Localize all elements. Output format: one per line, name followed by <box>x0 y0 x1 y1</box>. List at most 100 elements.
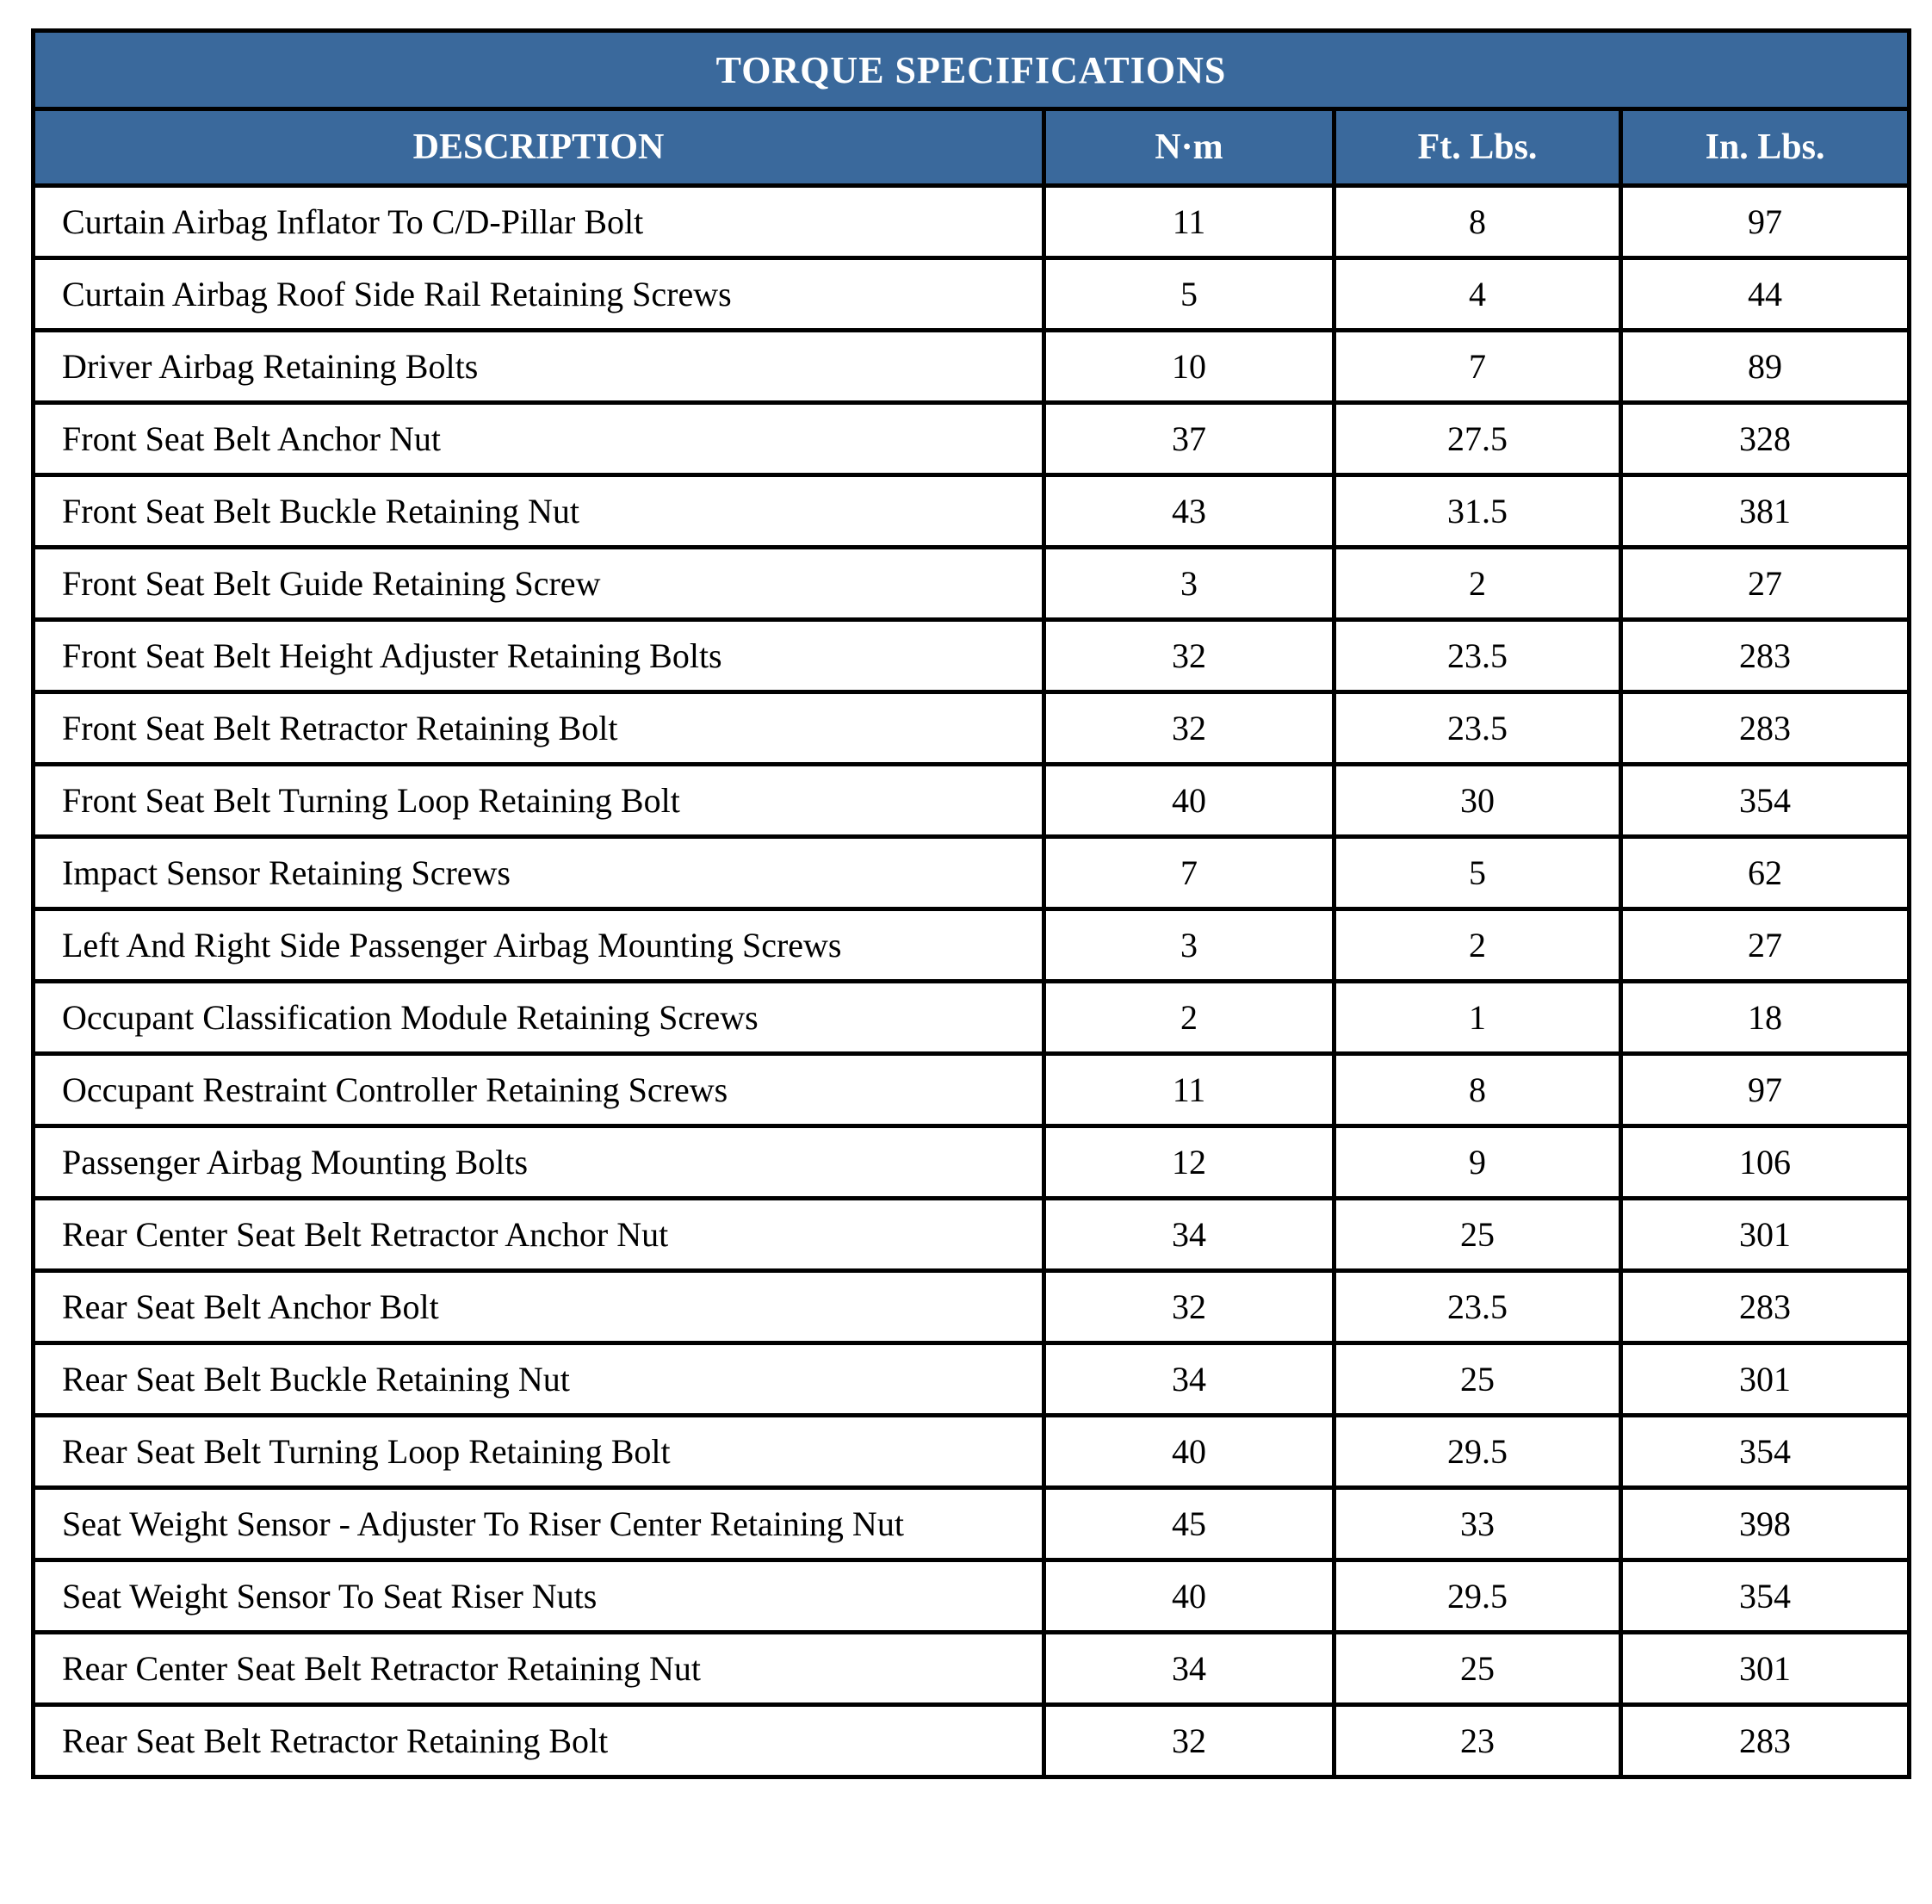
nm-value-cell: 32 <box>1042 617 1336 694</box>
ftlbs-value-cell: 8 <box>1332 1051 1623 1128</box>
nm-value-cell: 5 <box>1042 256 1336 332</box>
inlbs-value-cell: 354 <box>1618 762 1912 839</box>
nm-value-cell: 3 <box>1042 545 1336 622</box>
nm-value-cell: 34 <box>1042 1630 1336 1707</box>
inlbs-value-cell: 301 <box>1618 1630 1912 1707</box>
table-row: Front Seat Belt Guide Retaining Screw 3 … <box>31 545 1912 622</box>
description-cell: Occupant Restraint Controller Retaining … <box>31 1051 1046 1128</box>
table-row: Front Seat Belt Height Adjuster Retainin… <box>31 617 1912 694</box>
ftlbs-value-cell: 5 <box>1332 834 1623 911</box>
table-row: Passenger Airbag Mounting Bolts 12 9 106 <box>31 1124 1912 1200</box>
title-row: TORQUE SPECIFICATIONS <box>30 28 1912 111</box>
inlbs-value-cell: 89 <box>1618 328 1912 405</box>
table-row: Front Seat Belt Retractor Retaining Bolt… <box>31 690 1912 766</box>
table-row: Driver Airbag Retaining Bolts 10 7 89 <box>31 328 1912 405</box>
description-cell: Driver Airbag Retaining Bolts <box>31 328 1046 405</box>
description-cell: Occupant Classification Module Retaining… <box>31 979 1046 1056</box>
description-cell: Left And Right Side Passenger Airbag Mou… <box>31 907 1046 983</box>
table-body: Curtain Airbag Inflator To C/D-Pillar Bo… <box>31 183 1912 1779</box>
torque-specifications-table: TORQUE SPECIFICATIONS DESCRIPTION N·m Ft… <box>30 28 1912 1779</box>
inlbs-value-cell: 44 <box>1618 256 1912 332</box>
inlbs-value-cell: 97 <box>1618 1051 1912 1128</box>
description-cell: Curtain Airbag Inflator To C/D-Pillar Bo… <box>31 183 1046 260</box>
ftlbs-value-cell: 23 <box>1332 1702 1623 1779</box>
nm-value-cell: 3 <box>1042 907 1336 983</box>
ftlbs-value-cell: 2 <box>1332 907 1623 983</box>
table-row: Left And Right Side Passenger Airbag Mou… <box>31 907 1912 983</box>
nm-value-cell: 34 <box>1042 1196 1336 1273</box>
table-row: Seat Weight Sensor - Adjuster To Riser C… <box>31 1485 1912 1562</box>
table-row: Rear Seat Belt Turning Loop Retaining Bo… <box>31 1413 1912 1490</box>
table-row: Seat Weight Sensor To Seat Riser Nuts 40… <box>31 1558 1912 1634</box>
description-cell: Passenger Airbag Mounting Bolts <box>31 1124 1046 1200</box>
column-header-nm: N·m <box>1042 107 1336 188</box>
nm-value-cell: 40 <box>1042 762 1336 839</box>
description-cell: Front Seat Belt Height Adjuster Retainin… <box>31 617 1046 694</box>
nm-value-cell: 2 <box>1042 979 1336 1056</box>
table-row: Rear Seat Belt Retractor Retaining Bolt … <box>31 1702 1912 1779</box>
nm-value-cell: 40 <box>1042 1558 1336 1634</box>
description-cell: Front Seat Belt Guide Retaining Screw <box>31 545 1046 622</box>
inlbs-value-cell: 301 <box>1618 1196 1912 1273</box>
inlbs-value-cell: 354 <box>1618 1413 1912 1490</box>
ftlbs-value-cell: 8 <box>1332 183 1623 260</box>
ftlbs-value-cell: 2 <box>1332 545 1623 622</box>
description-cell: Front Seat Belt Anchor Nut <box>31 400 1046 477</box>
ftlbs-value-cell: 33 <box>1332 1485 1623 1562</box>
ftlbs-value-cell: 23.5 <box>1332 1268 1623 1345</box>
nm-value-cell: 37 <box>1042 400 1336 477</box>
ftlbs-value-cell: 25 <box>1332 1630 1623 1707</box>
table-title: TORQUE SPECIFICATIONS <box>30 28 1912 111</box>
inlbs-value-cell: 283 <box>1618 690 1912 766</box>
table-row: Occupant Classification Module Retaining… <box>31 979 1912 1056</box>
inlbs-value-cell: 62 <box>1618 834 1912 911</box>
table-row: Rear Seat Belt Buckle Retaining Nut 34 2… <box>31 1341 1912 1417</box>
description-cell: Front Seat Belt Retractor Retaining Bolt <box>31 690 1046 766</box>
ftlbs-value-cell: 25 <box>1332 1196 1623 1273</box>
table-row: Occupant Restraint Controller Retaining … <box>31 1051 1912 1128</box>
table-row: Rear Center Seat Belt Retractor Retainin… <box>31 1630 1912 1707</box>
ftlbs-value-cell: 27.5 <box>1332 400 1623 477</box>
inlbs-value-cell: 27 <box>1618 907 1912 983</box>
table-row: Rear Seat Belt Anchor Bolt 32 23.5 283 <box>31 1268 1912 1345</box>
nm-value-cell: 11 <box>1042 183 1336 260</box>
inlbs-value-cell: 18 <box>1618 979 1912 1056</box>
nm-value-cell: 45 <box>1042 1485 1336 1562</box>
description-cell: Seat Weight Sensor - Adjuster To Riser C… <box>31 1485 1046 1562</box>
column-header-ftlbs: Ft. Lbs. <box>1332 107 1623 188</box>
nm-value-cell: 40 <box>1042 1413 1336 1490</box>
inlbs-value-cell: 354 <box>1618 1558 1912 1634</box>
ftlbs-value-cell: 1 <box>1332 979 1623 1056</box>
inlbs-value-cell: 283 <box>1618 617 1912 694</box>
nm-value-cell: 43 <box>1042 473 1336 549</box>
nm-value-cell: 7 <box>1042 834 1336 911</box>
table-row: Front Seat Belt Anchor Nut 37 27.5 328 <box>31 400 1912 477</box>
description-cell: Front Seat Belt Turning Loop Retaining B… <box>31 762 1046 839</box>
description-cell: Front Seat Belt Buckle Retaining Nut <box>31 473 1046 549</box>
inlbs-value-cell: 283 <box>1618 1268 1912 1345</box>
ftlbs-value-cell: 23.5 <box>1332 690 1623 766</box>
description-cell: Seat Weight Sensor To Seat Riser Nuts <box>31 1558 1046 1634</box>
inlbs-value-cell: 27 <box>1618 545 1912 622</box>
inlbs-value-cell: 398 <box>1618 1485 1912 1562</box>
nm-value-cell: 32 <box>1042 690 1336 766</box>
table-row: Rear Center Seat Belt Retractor Anchor N… <box>31 1196 1912 1273</box>
description-cell: Curtain Airbag Roof Side Rail Retaining … <box>31 256 1046 332</box>
ftlbs-value-cell: 9 <box>1332 1124 1623 1200</box>
ftlbs-value-cell: 23.5 <box>1332 617 1623 694</box>
nm-value-cell: 32 <box>1042 1268 1336 1345</box>
inlbs-value-cell: 106 <box>1618 1124 1912 1200</box>
inlbs-value-cell: 381 <box>1618 473 1912 549</box>
header-row: DESCRIPTION N·m Ft. Lbs. In. Lbs. <box>31 107 1912 188</box>
inlbs-value-cell: 328 <box>1618 400 1912 477</box>
nm-value-cell: 10 <box>1042 328 1336 405</box>
ftlbs-value-cell: 7 <box>1332 328 1623 405</box>
description-cell: Rear Seat Belt Turning Loop Retaining Bo… <box>31 1413 1046 1490</box>
ftlbs-value-cell: 4 <box>1332 256 1623 332</box>
description-cell: Rear Seat Belt Retractor Retaining Bolt <box>31 1702 1046 1779</box>
column-header-inlbs: In. Lbs. <box>1618 107 1912 188</box>
nm-value-cell: 34 <box>1042 1341 1336 1417</box>
nm-value-cell: 11 <box>1042 1051 1336 1128</box>
description-cell: Rear Seat Belt Anchor Bolt <box>31 1268 1046 1345</box>
description-cell: Rear Seat Belt Buckle Retaining Nut <box>31 1341 1046 1417</box>
